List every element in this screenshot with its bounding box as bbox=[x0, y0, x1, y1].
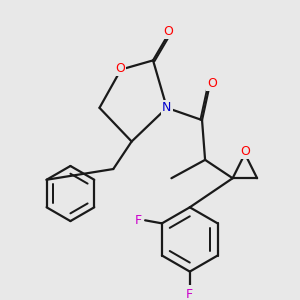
Text: F: F bbox=[186, 288, 194, 300]
Text: O: O bbox=[115, 61, 125, 74]
Text: N: N bbox=[162, 101, 172, 114]
Text: O: O bbox=[240, 145, 250, 158]
Text: O: O bbox=[164, 26, 173, 38]
Text: O: O bbox=[207, 77, 217, 90]
Text: F: F bbox=[135, 214, 142, 227]
